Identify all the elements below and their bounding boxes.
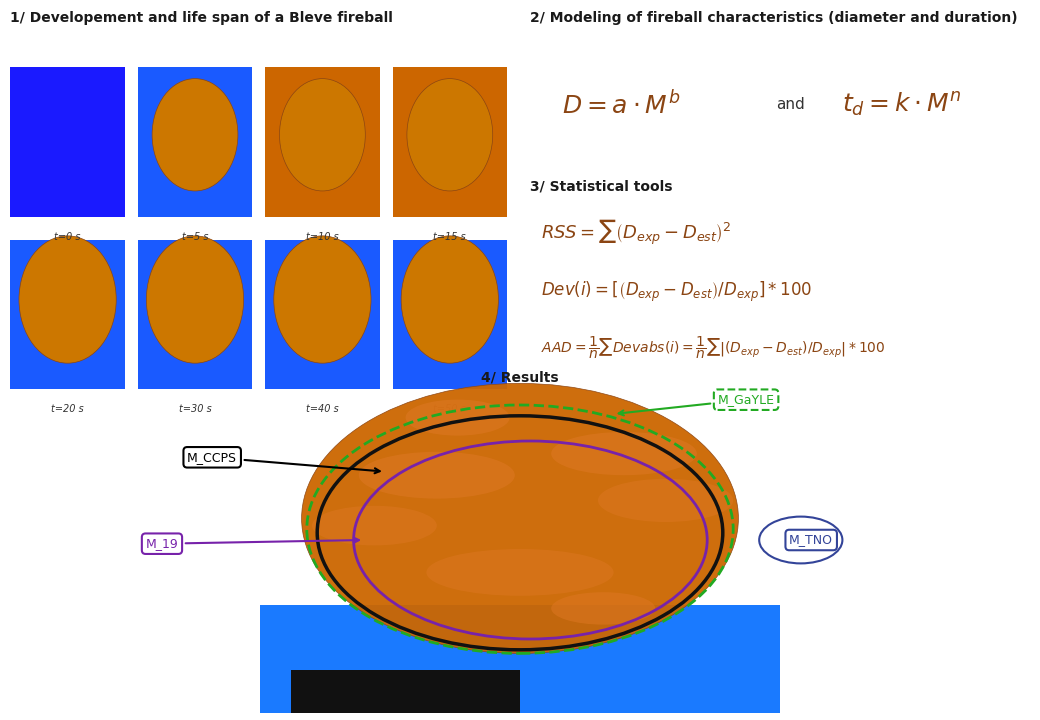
- FancyBboxPatch shape: [137, 68, 252, 217]
- Text: 2/ Modeling of fireball characteristics (diameter and duration): 2/ Modeling of fireball characteristics …: [530, 12, 1018, 25]
- FancyBboxPatch shape: [291, 670, 520, 713]
- Ellipse shape: [280, 78, 365, 191]
- FancyBboxPatch shape: [10, 240, 125, 390]
- Ellipse shape: [19, 236, 116, 363]
- Text: t=5 s: t=5 s: [182, 232, 208, 242]
- FancyBboxPatch shape: [265, 68, 380, 217]
- Text: t=10 s: t=10 s: [306, 232, 339, 242]
- Ellipse shape: [312, 505, 437, 546]
- Text: t=40 s: t=40 s: [306, 405, 339, 414]
- Text: M_CCPS: M_CCPS: [187, 451, 380, 473]
- Ellipse shape: [426, 549, 614, 595]
- Ellipse shape: [406, 400, 510, 436]
- Ellipse shape: [598, 479, 733, 522]
- Ellipse shape: [551, 592, 655, 624]
- Ellipse shape: [407, 78, 493, 191]
- Text: t=30 s: t=30 s: [179, 405, 211, 414]
- Text: M_19: M_19: [146, 537, 359, 550]
- Text: and: and: [776, 97, 805, 112]
- Ellipse shape: [401, 236, 498, 363]
- Ellipse shape: [152, 78, 238, 191]
- FancyBboxPatch shape: [260, 605, 780, 713]
- Text: t=15 s: t=15 s: [434, 232, 466, 242]
- Text: 3/ Statistical tools: 3/ Statistical tools: [530, 180, 673, 194]
- Ellipse shape: [359, 452, 515, 498]
- Ellipse shape: [551, 432, 697, 475]
- Ellipse shape: [274, 236, 371, 363]
- Text: $RSS = \sum\left(D_{exp} - D_{est}\right)^2$: $RSS = \sum\left(D_{exp} - D_{est}\right…: [541, 217, 731, 247]
- FancyBboxPatch shape: [10, 68, 125, 217]
- Text: 1/ Developement and life span of a Bleve fireball: 1/ Developement and life span of a Bleve…: [10, 12, 393, 25]
- Text: 4/ Results: 4/ Results: [482, 371, 558, 384]
- Ellipse shape: [302, 383, 738, 654]
- Text: $t_d = k \cdot M^n$: $t_d = k \cdot M^n$: [842, 91, 962, 119]
- Text: $AAD = \dfrac{1}{n}\sum Devabs(i) = \dfrac{1}{n}\sum\left|\left(D_{exp} - D_{est: $AAD = \dfrac{1}{n}\sum Devabs(i) = \dfr…: [541, 335, 885, 361]
- FancyBboxPatch shape: [137, 240, 252, 390]
- Ellipse shape: [759, 517, 842, 563]
- Text: M_GaYLE: M_GaYLE: [619, 393, 775, 415]
- Text: $Dev(i) = \left[\left(D_{exp} - D_{est}\right)/D_{exp}\right] * 100$: $Dev(i) = \left[\left(D_{exp} - D_{est}\…: [541, 280, 812, 304]
- FancyBboxPatch shape: [393, 68, 508, 217]
- Text: t=0 s: t=0 s: [54, 232, 81, 242]
- Text: t=50 s: t=50 s: [434, 405, 466, 414]
- FancyBboxPatch shape: [265, 240, 380, 390]
- Ellipse shape: [147, 236, 243, 363]
- Text: M_TNO: M_TNO: [789, 534, 833, 546]
- FancyBboxPatch shape: [393, 240, 508, 390]
- Text: $D = a \cdot M^b$: $D = a \cdot M^b$: [562, 91, 680, 119]
- Text: t=20 s: t=20 s: [51, 405, 84, 414]
